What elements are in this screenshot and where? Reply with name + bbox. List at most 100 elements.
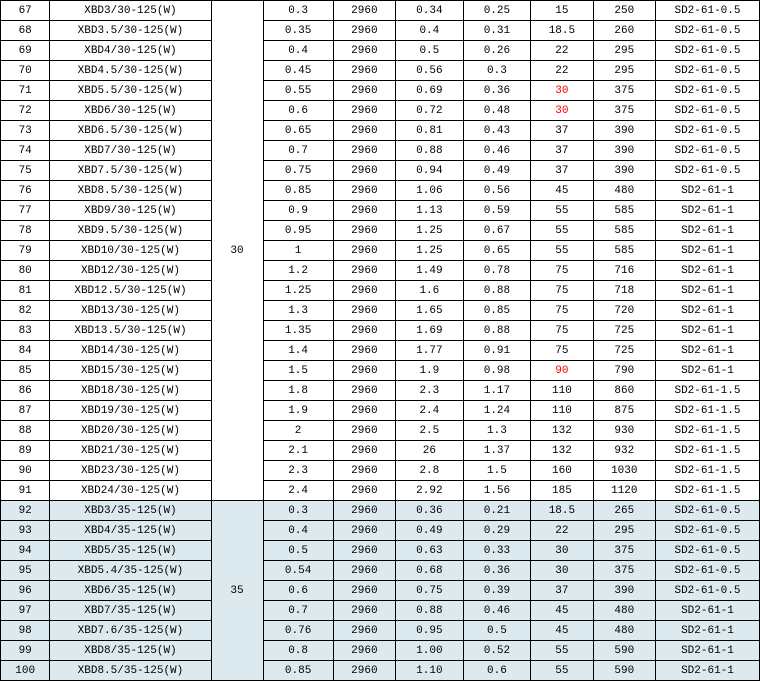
cell-f: 725 [593, 321, 655, 341]
cell-b: 2960 [333, 161, 395, 181]
cell-c: 2.3 [396, 381, 464, 401]
cell-d: 0.56 [463, 181, 531, 201]
cell-e: 45 [531, 181, 593, 201]
cell-f: 375 [593, 81, 655, 101]
cell-c: 0.34 [396, 1, 464, 21]
cell-model: XBD7.5/30-125(W) [50, 161, 211, 181]
cell-a: 0.7 [263, 141, 333, 161]
cell-b: 2960 [333, 321, 395, 341]
table-row: 87XBD19/30-125(W)1.929602.41.24110875SD2… [1, 401, 760, 421]
cell-model: XBD5/35-125(W) [50, 541, 211, 561]
cell-model: XBD8.5/35-125(W) [50, 661, 211, 681]
cell-c: 1.13 [396, 201, 464, 221]
cell-h: SD2-61-1 [655, 261, 759, 281]
cell-e: 22 [531, 41, 593, 61]
cell-c: 1.65 [396, 301, 464, 321]
cell-c: 2.5 [396, 421, 464, 441]
cell-group [211, 501, 263, 521]
cell-h: SD2-61-1 [655, 321, 759, 341]
cell-c: 1.00 [396, 641, 464, 661]
cell-index: 93 [1, 521, 50, 541]
cell-group [211, 561, 263, 581]
cell-index: 94 [1, 541, 50, 561]
cell-c: 0.72 [396, 101, 464, 121]
cell-b: 2960 [333, 201, 395, 221]
cell-group [211, 421, 263, 441]
cell-a: 2 [263, 421, 333, 441]
cell-model: XBD15/30-125(W) [50, 361, 211, 381]
cell-index: 85 [1, 361, 50, 381]
cell-f: 1120 [593, 481, 655, 501]
cell-b: 2960 [333, 641, 395, 661]
cell-index: 97 [1, 601, 50, 621]
cell-index: 92 [1, 501, 50, 521]
cell-a: 1.35 [263, 321, 333, 341]
cell-group [211, 261, 263, 281]
cell-d: 0.43 [463, 121, 531, 141]
cell-model: XBD23/30-125(W) [50, 461, 211, 481]
cell-h: SD2-61-0.5 [655, 161, 759, 181]
cell-e: 75 [531, 301, 593, 321]
cell-h: SD2-61-1 [655, 641, 759, 661]
cell-h: SD2-61-1 [655, 301, 759, 321]
cell-index: 81 [1, 281, 50, 301]
cell-h: SD2-61-1 [655, 181, 759, 201]
cell-a: 0.4 [263, 41, 333, 61]
cell-h: SD2-61-1 [655, 201, 759, 221]
table-row: 68XBD3.5/30-125(W)0.3529600.40.3118.5260… [1, 21, 760, 41]
cell-index: 67 [1, 1, 50, 21]
cell-group [211, 161, 263, 181]
cell-c: 2.4 [396, 401, 464, 421]
cell-model: XBD12.5/30-125(W) [50, 281, 211, 301]
cell-a: 2.3 [263, 461, 333, 481]
cell-a: 1 [263, 241, 333, 261]
cell-h: SD2-61-1 [655, 601, 759, 621]
cell-f: 1030 [593, 461, 655, 481]
cell-model: XBD21/30-125(W) [50, 441, 211, 461]
cell-group [211, 1, 263, 21]
cell-h: SD2-61-1.5 [655, 441, 759, 461]
table-row: 79XBD10/30-125(W)30129601.250.6555585SD2… [1, 241, 760, 261]
cell-index: 75 [1, 161, 50, 181]
cell-index: 73 [1, 121, 50, 141]
cell-d: 0.98 [463, 361, 531, 381]
cell-d: 1.56 [463, 481, 531, 501]
cell-group [211, 341, 263, 361]
cell-f: 875 [593, 401, 655, 421]
cell-f: 390 [593, 161, 655, 181]
cell-a: 1.8 [263, 381, 333, 401]
cell-e: 15 [531, 1, 593, 21]
cell-index: 68 [1, 21, 50, 41]
cell-group [211, 141, 263, 161]
cell-index: 89 [1, 441, 50, 461]
cell-model: XBD7.6/35-125(W) [50, 621, 211, 641]
cell-b: 2960 [333, 221, 395, 241]
cell-c: 1.25 [396, 221, 464, 241]
cell-model: XBD13/30-125(W) [50, 301, 211, 321]
cell-f: 375 [593, 541, 655, 561]
cell-group [211, 221, 263, 241]
cell-group [211, 61, 263, 81]
cell-index: 98 [1, 621, 50, 641]
cell-e: 75 [531, 321, 593, 341]
cell-d: 0.33 [463, 541, 531, 561]
cell-e: 30 [531, 101, 593, 121]
cell-group [211, 541, 263, 561]
cell-d: 0.59 [463, 201, 531, 221]
cell-d: 0.85 [463, 301, 531, 321]
cell-index: 76 [1, 181, 50, 201]
cell-c: 0.69 [396, 81, 464, 101]
cell-f: 716 [593, 261, 655, 281]
table-row: 93XBD4/35-125(W)0.429600.490.2922295SD2-… [1, 521, 760, 541]
cell-c: 1.9 [396, 361, 464, 381]
cell-a: 0.3 [263, 1, 333, 21]
cell-e: 45 [531, 621, 593, 641]
cell-index: 91 [1, 481, 50, 501]
cell-a: 0.4 [263, 521, 333, 541]
table-row: 94XBD5/35-125(W)0.529600.630.3330375SD2-… [1, 541, 760, 561]
cell-model: XBD4/35-125(W) [50, 521, 211, 541]
cell-d: 0.39 [463, 581, 531, 601]
cell-c: 0.81 [396, 121, 464, 141]
cell-model: XBD6/30-125(W) [50, 101, 211, 121]
cell-c: 0.88 [396, 141, 464, 161]
